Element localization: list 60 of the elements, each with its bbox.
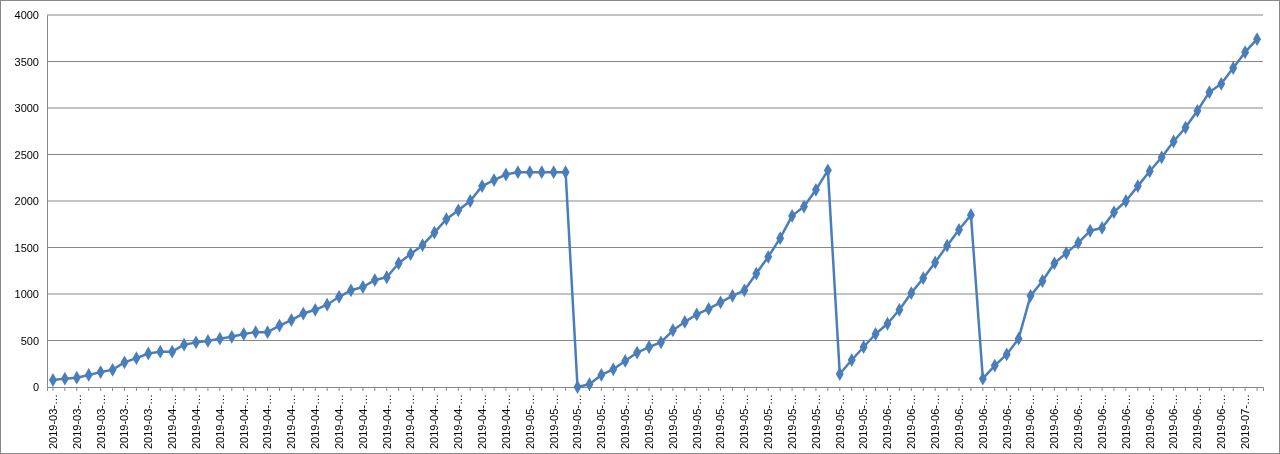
y-tick-label: 0 bbox=[32, 381, 39, 394]
x-tick-label: 2019-05-… bbox=[619, 394, 632, 450]
x-tick-label: 2019-06-… bbox=[1048, 394, 1061, 450]
x-tick-label: 2019-04-… bbox=[285, 394, 298, 450]
y-tick-label: 1500 bbox=[14, 241, 39, 254]
x-tick-label: 2019-07-… bbox=[1238, 394, 1251, 450]
x-tick-label: 2019-06-… bbox=[1143, 394, 1156, 450]
x-tick-label: 2019-06-… bbox=[1095, 394, 1108, 450]
x-tick-label: 2019-06-… bbox=[1024, 394, 1037, 450]
y-tick-label: 3000 bbox=[14, 102, 39, 115]
x-tick-label: 2019-04-… bbox=[404, 394, 417, 450]
x-tick-label: 2019-05-… bbox=[571, 394, 584, 450]
x-tick-label: 2019-06-… bbox=[1119, 394, 1132, 450]
x-tick-label: 2019-04-… bbox=[332, 394, 345, 450]
y-tick-label: 500 bbox=[20, 334, 39, 347]
x-tick-label: 2019-05-… bbox=[714, 394, 727, 450]
x-tick-label: 2019-04-… bbox=[166, 394, 179, 450]
x-tick-label: 2019-03-… bbox=[94, 394, 107, 450]
x-tick-label: 2019-04-… bbox=[499, 394, 512, 450]
x-tick-label: 2019-05-… bbox=[738, 394, 751, 450]
x-tick-label: 2019-06-… bbox=[1167, 394, 1180, 450]
x-tick-label: 2019-05-… bbox=[833, 394, 846, 450]
x-tick-label: 2019-05-… bbox=[523, 394, 536, 450]
x-tick-label: 2019-05-… bbox=[642, 394, 655, 450]
x-tick-label: 2019-04-… bbox=[380, 394, 393, 450]
x-tick-label: 2019-05-… bbox=[666, 394, 679, 450]
x-tick-label: 2019-03-… bbox=[118, 394, 131, 450]
x-tick-label: 2019-06-… bbox=[1072, 394, 1085, 450]
x-tick-label: 2019-05-… bbox=[547, 394, 560, 450]
x-tick-label: 2019-06-… bbox=[952, 394, 965, 450]
x-tick-label: 2019-05-… bbox=[595, 394, 608, 450]
x-tick-label: 2019-06-… bbox=[905, 394, 918, 450]
x-tick-label: 2019-05-… bbox=[762, 394, 775, 450]
x-tick-label: 2019-04-… bbox=[261, 394, 274, 450]
x-tick-label: 2019-03-… bbox=[142, 394, 155, 450]
x-tick-label: 2019-03-… bbox=[46, 394, 59, 450]
x-tick-label: 2019-06-… bbox=[1000, 394, 1013, 450]
x-tick-label: 2019-04-… bbox=[452, 394, 465, 450]
x-tick-label: 2019-06-… bbox=[1215, 394, 1228, 450]
x-tick-label: 2019-05-… bbox=[857, 394, 870, 450]
x-tick-label: 2019-03-… bbox=[70, 394, 83, 450]
x-tick-label: 2019-04-… bbox=[475, 394, 488, 450]
x-tick-label: 2019-05-… bbox=[785, 394, 798, 450]
x-tick-label: 2019-06-… bbox=[929, 394, 942, 450]
x-tick-label: 2019-04-… bbox=[237, 394, 250, 450]
x-tick-label: 2019-06-… bbox=[881, 394, 894, 450]
x-tick-label: 2019-04-… bbox=[428, 394, 441, 450]
x-tick-label: 2019-06-… bbox=[976, 394, 989, 450]
x-tick-label: 2019-04-… bbox=[189, 394, 202, 450]
x-tick-label: 2019-04-… bbox=[356, 394, 369, 450]
x-tick-label: 2019-04-… bbox=[309, 394, 322, 450]
y-tick-label: 4000 bbox=[14, 9, 39, 22]
x-tick-label: 2019-05-… bbox=[809, 394, 822, 450]
x-tick-label: 2019-04-… bbox=[213, 394, 226, 450]
x-tick-label: 2019-06-… bbox=[1191, 394, 1204, 450]
y-tick-label: 2000 bbox=[14, 195, 39, 208]
y-tick-label: 1000 bbox=[14, 288, 39, 301]
y-tick-label: 2500 bbox=[14, 148, 39, 161]
x-tick-label: 2019-05-… bbox=[690, 394, 703, 450]
y-tick-label: 3500 bbox=[14, 55, 39, 68]
